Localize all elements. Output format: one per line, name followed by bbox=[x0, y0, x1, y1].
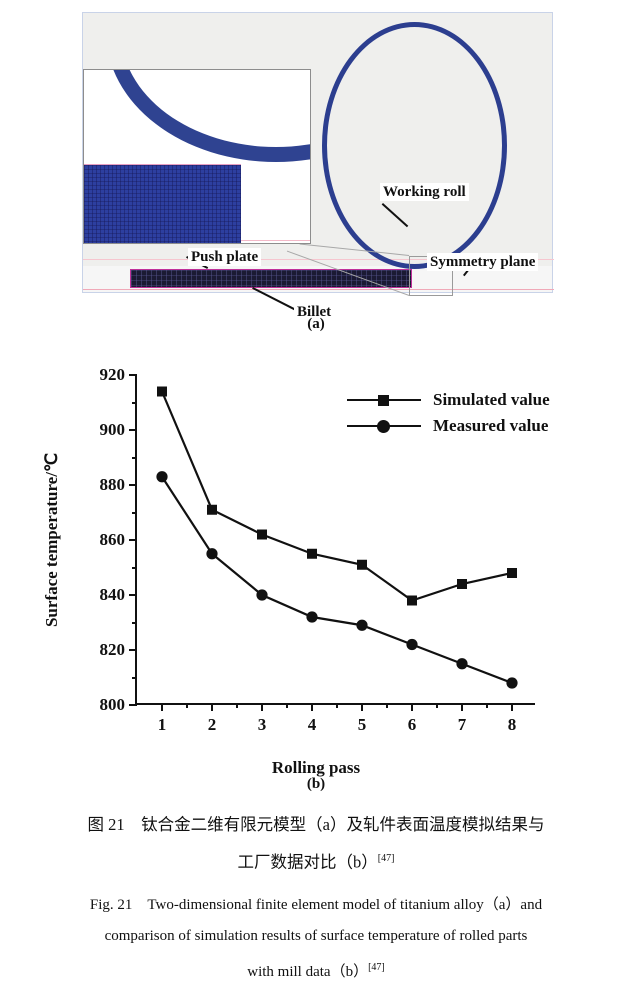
caption-en-reference: [47] bbox=[368, 961, 385, 973]
upper-pink-reference-line bbox=[83, 259, 554, 260]
caption-en-line3: with mill data（b）[47] bbox=[0, 952, 632, 988]
x-axis-tick bbox=[411, 703, 413, 711]
x-axis-tick bbox=[211, 703, 213, 711]
x-axis-tick bbox=[461, 703, 463, 711]
data-point-marker bbox=[507, 568, 517, 578]
x-axis-tick-label: 7 bbox=[457, 715, 467, 734]
data-point-marker bbox=[307, 548, 317, 559]
chart-legend: Simulated value Measured value bbox=[347, 387, 550, 439]
data-point-marker bbox=[256, 589, 268, 601]
panel-a-sub-caption: (a) bbox=[307, 316, 325, 332]
data-point-marker bbox=[306, 611, 318, 623]
x-axis-tick bbox=[261, 703, 263, 711]
x-axis-tick bbox=[311, 703, 313, 711]
y-axis-tick-label: 800 bbox=[99, 695, 126, 714]
legend-marker-circle-icon bbox=[347, 419, 421, 433]
inset-roll-arc bbox=[106, 70, 310, 162]
data-point-marker bbox=[407, 595, 417, 606]
data-point-marker bbox=[457, 579, 467, 589]
caption-cn-reference: [47] bbox=[377, 853, 395, 864]
y-axis-minor-tick bbox=[132, 676, 137, 679]
x-axis-minor-tick bbox=[436, 703, 438, 708]
y-axis-tick bbox=[129, 594, 137, 596]
x-axis-tick-label: 2 bbox=[207, 715, 217, 734]
x-axis-tick-label: 5 bbox=[357, 715, 367, 734]
y-axis-minor-tick bbox=[132, 401, 137, 404]
chart-series-svg bbox=[156, 386, 518, 689]
y-axis-tick bbox=[129, 539, 137, 541]
x-axis-minor-tick bbox=[486, 703, 488, 708]
legend-marker-square-icon bbox=[347, 393, 421, 407]
y-axis-tick bbox=[129, 484, 137, 486]
y-axis-tick bbox=[129, 429, 137, 431]
push-plate-label: Push plate bbox=[188, 248, 262, 266]
y-axis-minor-tick bbox=[132, 621, 137, 624]
y-axis-tick bbox=[129, 374, 137, 376]
data-point-marker bbox=[506, 677, 518, 689]
y-axis-tick bbox=[129, 704, 137, 706]
data-point-marker bbox=[356, 619, 368, 631]
x-axis-tick-label: 3 bbox=[257, 715, 267, 734]
x-axis-tick-label: 8 bbox=[507, 715, 517, 734]
working-roll-label: Working roll bbox=[380, 183, 469, 201]
y-axis-tick-label: 880 bbox=[99, 475, 126, 494]
caption-en-line1: Fig. 21 Two-dimensional finite element m… bbox=[89, 896, 543, 913]
y-axis-tick-label: 840 bbox=[99, 585, 126, 604]
y-axis-tick-label: 900 bbox=[99, 420, 126, 439]
data-point-marker bbox=[206, 548, 218, 560]
data-point-marker bbox=[207, 504, 217, 515]
surface-temperature-chart: Surface temperature/℃ Simulated value Me… bbox=[0, 358, 632, 777]
billet-mesh-bar bbox=[130, 269, 412, 288]
symmetry-plane-line bbox=[83, 289, 554, 290]
x-axis-tick bbox=[361, 703, 363, 711]
legend-label-measured: Measured value bbox=[433, 416, 549, 435]
caption-cn-line2-text: 工厂数据对比（b） bbox=[237, 852, 378, 872]
series-line-2 bbox=[161, 476, 513, 685]
data-point-marker bbox=[157, 386, 167, 397]
y-axis-tick-label: 860 bbox=[99, 530, 126, 549]
working-roll-circle bbox=[322, 22, 507, 269]
x-axis-tick-label: 1 bbox=[157, 715, 167, 734]
figure-caption-block: 图 21 钛合金二维有限元模型（a）及轧件表面温度模拟结果与 工厂数据对比（b）… bbox=[0, 808, 632, 988]
inset-billet-mesh bbox=[84, 164, 241, 243]
y-axis-tick-label: 820 bbox=[99, 640, 126, 659]
legend-label-simulated: Simulated value bbox=[433, 390, 550, 409]
x-axis-minor-tick bbox=[236, 703, 238, 708]
x-axis-tick bbox=[511, 703, 513, 711]
caption-cn-line1: 图 21 钛合金二维有限元模型（a）及轧件表面温度模拟结果与 bbox=[87, 815, 545, 834]
data-point-marker bbox=[257, 529, 267, 540]
series-line-1 bbox=[160, 391, 513, 602]
data-point-marker bbox=[456, 658, 468, 670]
data-point-marker bbox=[357, 559, 367, 570]
y-axis-title: Surface temperature/℃ bbox=[42, 452, 61, 628]
finite-element-model-panel: Working roll Symmetry plane Push plate B… bbox=[82, 12, 554, 321]
plot-area: Simulated value Measured value 800 820 840… bbox=[100, 365, 550, 734]
panel-b-sub-caption: (b) bbox=[306, 776, 326, 792]
caption-en-line3-text: with mill data（b） bbox=[247, 963, 369, 980]
y-axis-minor-tick bbox=[132, 511, 137, 514]
x-axis-minor-tick bbox=[186, 703, 188, 708]
y-axis-minor-tick bbox=[132, 456, 137, 459]
x-axis-title: Rolling pass bbox=[271, 758, 361, 777]
legend-item-simulated: Simulated value bbox=[347, 387, 550, 413]
symmetry-plane-label: Symmetry plane bbox=[427, 253, 539, 271]
data-point-marker bbox=[406, 638, 418, 651]
x-axis-minor-tick bbox=[386, 703, 388, 708]
billet-label: Billet bbox=[294, 303, 335, 321]
x-axis-tick bbox=[161, 703, 163, 711]
y-axis-minor-tick bbox=[132, 566, 137, 569]
x-axis-minor-tick bbox=[286, 703, 288, 708]
caption-cn-line2: 工厂数据对比（b）[47] bbox=[0, 842, 632, 880]
y-axis-tick-label: 920 bbox=[99, 365, 126, 384]
caption-en-line2: comparison of simulation results of surf… bbox=[104, 927, 528, 944]
inset-pink-line bbox=[241, 240, 310, 241]
x-axis-tick-label: 4 bbox=[307, 715, 317, 734]
data-point-marker bbox=[156, 471, 168, 483]
x-axis-minor-tick bbox=[336, 703, 338, 708]
x-axis-tick-label: 6 bbox=[407, 715, 417, 734]
y-axis-tick bbox=[129, 649, 137, 651]
magnified-contact-inset bbox=[83, 69, 311, 244]
legend-item-measured: Measured value bbox=[347, 413, 550, 439]
